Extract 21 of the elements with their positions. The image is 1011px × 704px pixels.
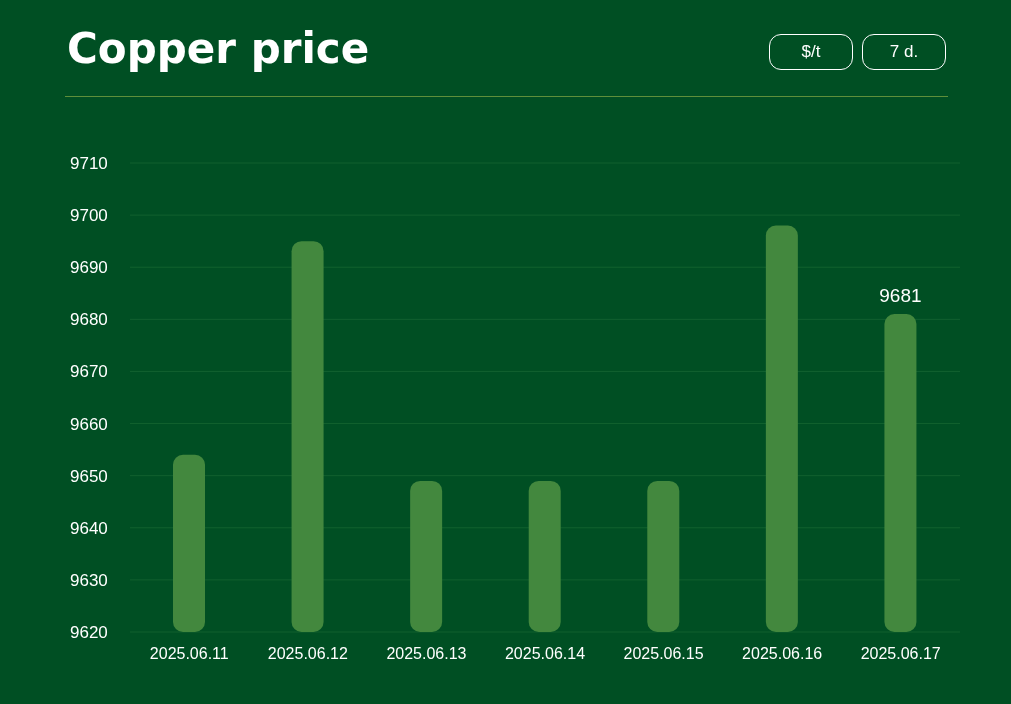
x-tick-label: 2025.06.13 — [386, 645, 467, 663]
data-label: 9681 — [879, 285, 922, 307]
chart-title: Copper price — [67, 24, 370, 73]
y-tick-label: 9640 — [70, 518, 108, 538]
x-tick-label: 2025.06.15 — [623, 645, 704, 663]
text: $/t — [769, 34, 853, 70]
y-tick-label: 9650 — [70, 466, 108, 486]
y-tick-label: 9710 — [70, 154, 108, 174]
y-tick-label: 9680 — [70, 310, 108, 330]
y-tick-label: 9670 — [70, 362, 108, 382]
y-tick-label: 9620 — [70, 623, 108, 643]
text: 7 d. — [862, 34, 946, 70]
x-tick-label: 2025.06.16 — [742, 645, 823, 663]
y-tick-label: 9660 — [70, 414, 108, 434]
x-tick-label: 2025.06.17 — [860, 645, 941, 663]
x-tick-label: 2025.06.14 — [504, 645, 586, 663]
x-tick-label: 2025.06.11 — [149, 645, 229, 663]
y-tick-label: 9630 — [70, 570, 108, 590]
x-tick-label: 2025.06.12 — [267, 645, 348, 663]
y-tick-label: 9690 — [70, 258, 108, 278]
y-tick-label: 9700 — [70, 206, 108, 226]
